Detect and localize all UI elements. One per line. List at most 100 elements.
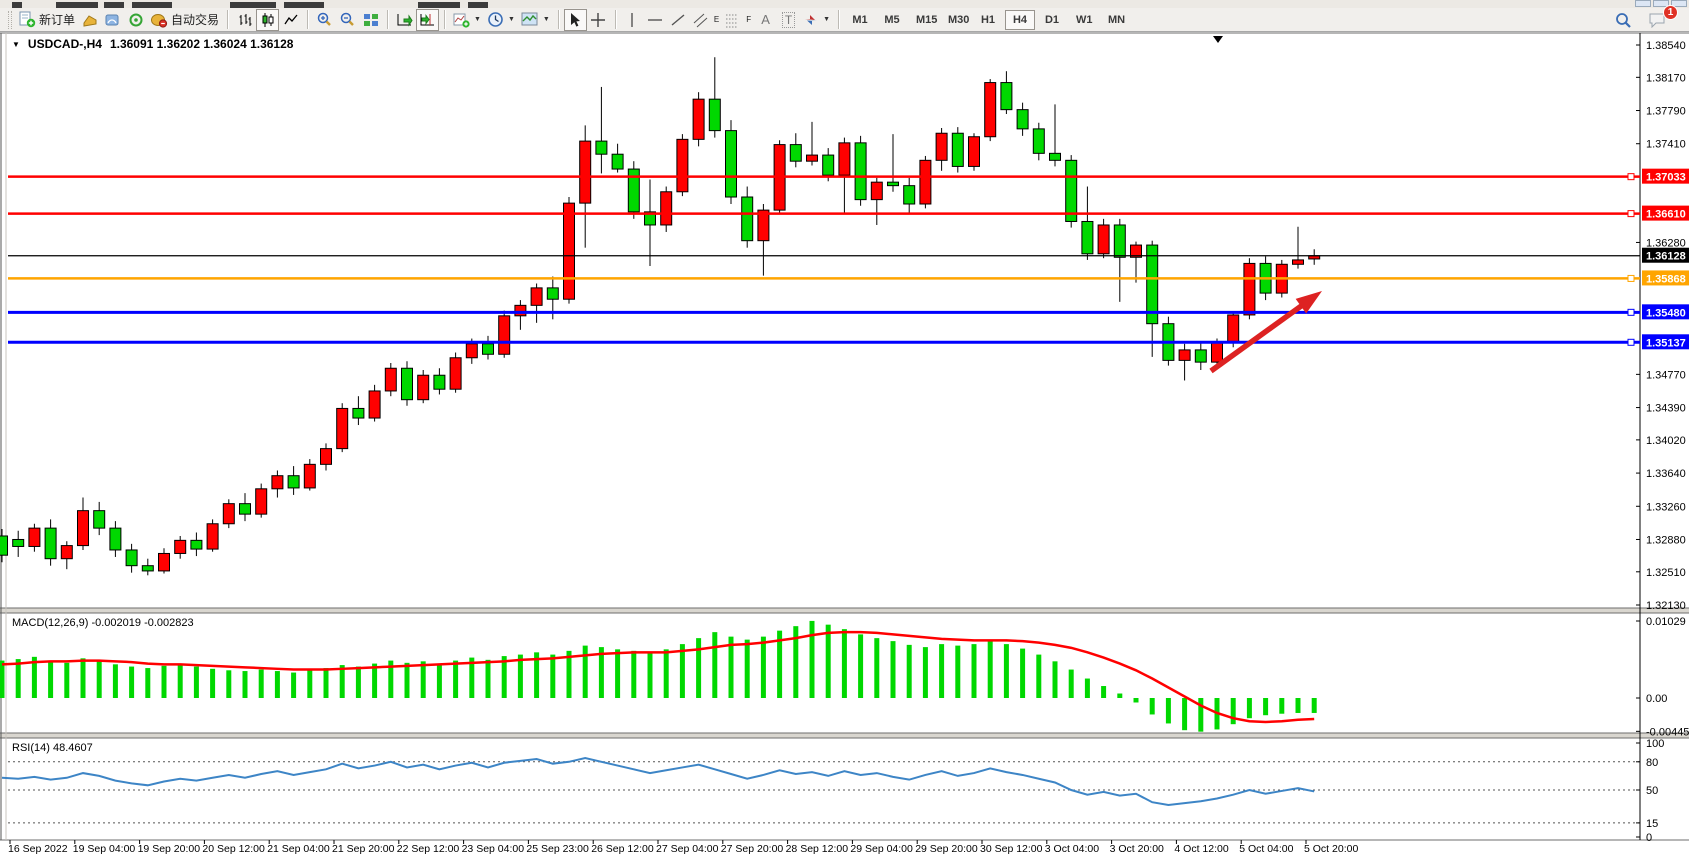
- candle: [1065, 159, 1078, 222]
- window-restore-button[interactable]: [1653, 0, 1669, 7]
- candle: [644, 211, 656, 226]
- horizontal-line-button[interactable]: [644, 9, 667, 31]
- cursor-button[interactable]: [563, 8, 587, 31]
- equidistant-channel-button[interactable]: E: [690, 9, 722, 31]
- candle: [174, 539, 187, 554]
- x-tick-label: 29 Sep 20:00: [915, 843, 978, 855]
- hline-handle[interactable]: [1627, 210, 1635, 218]
- candle: [951, 132, 964, 167]
- market-watch-button[interactable]: [124, 9, 147, 31]
- macd-histogram-bar: [696, 638, 702, 698]
- macd-histogram-bar: [615, 649, 621, 698]
- candlestick-chart-button[interactable]: [256, 8, 280, 31]
- timeframe-button-D1[interactable]: D1: [1037, 10, 1067, 30]
- timeframe-button-M5[interactable]: M5: [877, 10, 907, 30]
- timeframe-group: M1 M5 M15 M30 H1 H4 D1 W1 MN: [844, 9, 1132, 30]
- profiles-button[interactable]: [101, 9, 124, 31]
- hline-handle[interactable]: [1627, 274, 1635, 282]
- auto-scroll-button[interactable]: [393, 9, 416, 31]
- search-button[interactable]: [1611, 9, 1635, 31]
- macd-histogram-bar: [858, 634, 864, 698]
- new-order-button[interactable]: 新订单: [16, 9, 78, 31]
- rsi-tick-label: 0: [1646, 832, 1652, 844]
- trend-arrow-head[interactable]: [1295, 291, 1322, 314]
- macd-histogram-bar: [96, 661, 102, 698]
- rsi-tick-label: 80: [1646, 757, 1658, 769]
- auto-scroll-icon: [397, 13, 413, 27]
- chart-shift-marker[interactable]: [1213, 36, 1223, 43]
- chart-canvas[interactable]: 1.38540 1.38170 1.37790 1.37410 1.36280 1.347…: [0, 32, 1689, 866]
- candle: [44, 527, 57, 560]
- price-badge: [1642, 168, 1689, 184]
- x-tick-label: 19 Sep 04:00: [73, 843, 136, 855]
- timeframe-button-W1[interactable]: W1: [1069, 10, 1099, 30]
- toolbar-grip[interactable]: [8, 10, 12, 29]
- chart-symbol-line: ▼ USDCAD-,H4 1.36091 1.36202 1.36024 1.3…: [12, 37, 293, 51]
- candle: [903, 185, 916, 205]
- macd-histogram-bar: [939, 644, 945, 698]
- macd-histogram-bar: [1117, 693, 1123, 698]
- periods-button[interactable]: ▼: [484, 9, 518, 31]
- trendline-icon: [671, 13, 685, 26]
- macd-histogram-bar: [307, 670, 313, 698]
- arrows-tool-icon: [805, 14, 818, 25]
- macd-histogram-bar: [1068, 669, 1074, 698]
- macd-indicator-label: MACD(12,26,9) -0.002019 -0.002823: [12, 617, 194, 629]
- macd-histogram-bar: [841, 629, 847, 698]
- trendline-button[interactable]: [667, 9, 690, 31]
- autotrading-button[interactable]: 自动交易: [147, 9, 222, 31]
- tile-windows-icon: [363, 13, 378, 26]
- hline-handle[interactable]: [1627, 173, 1635, 181]
- arrows-tool-button[interactable]: ▼: [800, 9, 833, 31]
- symbol-dropdown-icon[interactable]: ▼: [12, 39, 20, 49]
- timeframe-button-M15[interactable]: M15: [909, 10, 939, 30]
- indicators-button[interactable]: ▼: [450, 9, 484, 31]
- timeframe-button-H1[interactable]: H1: [973, 10, 1003, 30]
- macd-histogram-bar: [1084, 678, 1090, 698]
- notifications-button[interactable]: 1: [1645, 4, 1678, 31]
- timeframe-button-M30[interactable]: M30: [941, 10, 971, 30]
- vertical-line-button[interactable]: [621, 9, 644, 31]
- hline-handle[interactable]: [1627, 338, 1635, 346]
- zoom-out-icon: [340, 12, 354, 26]
- text-tool-label: A: [761, 12, 770, 27]
- line-chart-button[interactable]: [279, 9, 302, 31]
- window-close-button[interactable]: [1671, 0, 1687, 7]
- macd-histogram-bar: [825, 624, 831, 698]
- price-badge-label: 1.36128: [1646, 251, 1686, 263]
- charts-button[interactable]: [78, 9, 101, 31]
- text-label-button[interactable]: T: [777, 9, 800, 31]
- macd-histogram-bar: [1020, 648, 1026, 698]
- timeframe-button-M1[interactable]: M1: [845, 10, 875, 30]
- templates-button[interactable]: ▼: [518, 9, 553, 31]
- trend-arrow-shaft[interactable]: [1209, 300, 1308, 374]
- crosshair-button[interactable]: [587, 9, 610, 31]
- candle: [465, 343, 478, 359]
- macd-histogram-bar: [922, 647, 928, 698]
- bar-chart-button[interactable]: [233, 9, 256, 31]
- candle: [870, 181, 883, 201]
- candle: [449, 357, 462, 390]
- zoom-in-button[interactable]: [313, 9, 336, 31]
- notification-badge: 1: [1663, 4, 1678, 20]
- candle: [1000, 82, 1013, 111]
- macd-histogram-bar: [631, 650, 637, 698]
- y-tick-label: 1.32130: [1646, 600, 1686, 612]
- fibonacci-button[interactable]: F: [722, 9, 754, 31]
- macd-histogram-bar: [501, 656, 507, 698]
- timeframe-button-MN[interactable]: MN: [1101, 10, 1131, 30]
- candle: [498, 315, 511, 355]
- candle: [141, 565, 154, 572]
- window-minimize-button[interactable]: [1635, 0, 1651, 7]
- timeframe-button-H4[interactable]: H4: [1005, 9, 1036, 30]
- text-button[interactable]: A: [754, 9, 777, 31]
- bar-chart-icon: [239, 13, 252, 26]
- tile-windows-button[interactable]: [359, 9, 382, 31]
- candle: [595, 140, 608, 155]
- price-badge-label: 1.36610: [1646, 209, 1686, 221]
- zoom-out-button[interactable]: [336, 9, 359, 31]
- candle: [546, 287, 559, 300]
- chart-shift-button[interactable]: [416, 8, 440, 31]
- hline-handle[interactable]: [1627, 308, 1635, 316]
- macd-histogram-bar: [31, 656, 37, 698]
